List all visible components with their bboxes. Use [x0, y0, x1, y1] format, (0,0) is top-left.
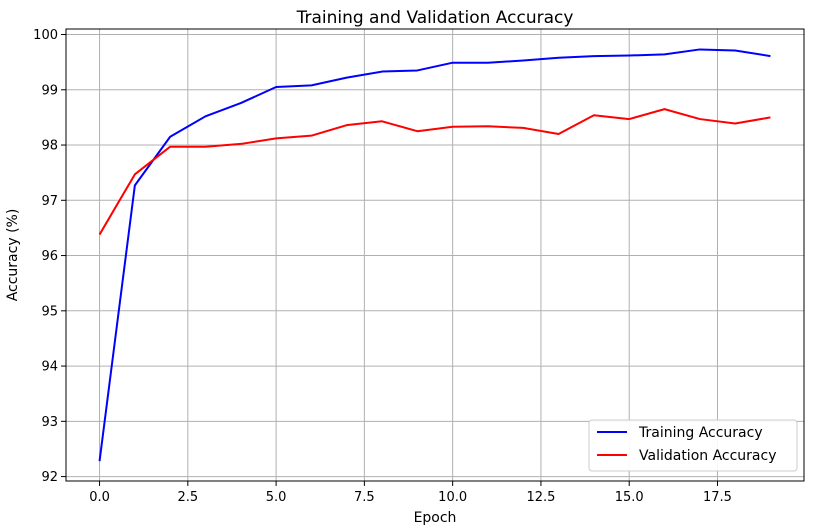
- y-tick-label: 96: [41, 249, 58, 264]
- y-tick-label: 92: [41, 470, 58, 485]
- chart-title: Training and Validation Accuracy: [296, 8, 574, 28]
- x-tick-label: 17.5: [703, 490, 732, 505]
- x-tick-label: 0.0: [89, 490, 110, 505]
- series-lines: [98, 48, 771, 462]
- x-tick-label: 2.5: [177, 490, 198, 505]
- x-tick-label: 15.0: [615, 490, 644, 505]
- x-tick-label: 12.5: [526, 490, 555, 505]
- y-tick-label: 94: [41, 360, 58, 375]
- y-tick-label: 95: [41, 304, 58, 319]
- x-tick-label: 5.0: [266, 490, 287, 505]
- y-tick-label: 100: [33, 28, 58, 43]
- x-tick-label: 7.5: [354, 490, 375, 505]
- x-axis-label: Epoch: [414, 510, 457, 526]
- validation-accuracy-line: [98, 108, 771, 236]
- y-axis-label: Accuracy (%): [5, 209, 21, 302]
- grid-lines: [66, 29, 804, 481]
- y-tick-label: 98: [41, 139, 58, 154]
- y-tick-label: 93: [41, 415, 58, 430]
- legend-box: [588, 419, 798, 472]
- x-tick-label: 10.0: [438, 490, 467, 505]
- y-tick-label: 99: [41, 83, 58, 98]
- legend-label-training: Training Accuracy: [638, 425, 763, 441]
- legend: Training Accuracy Validation Accuracy: [588, 419, 798, 472]
- legend-label-validation: Validation Accuracy: [639, 448, 777, 464]
- axis-ticks: 0.0 2.5 5.0 7.5 10.0 12.5 15.0 17.5 92 93 94 95 96 97…: [33, 28, 732, 505]
- plot-frame: [65, 28, 805, 482]
- training-accuracy-line: [98, 48, 771, 462]
- y-tick-label: 97: [41, 194, 58, 209]
